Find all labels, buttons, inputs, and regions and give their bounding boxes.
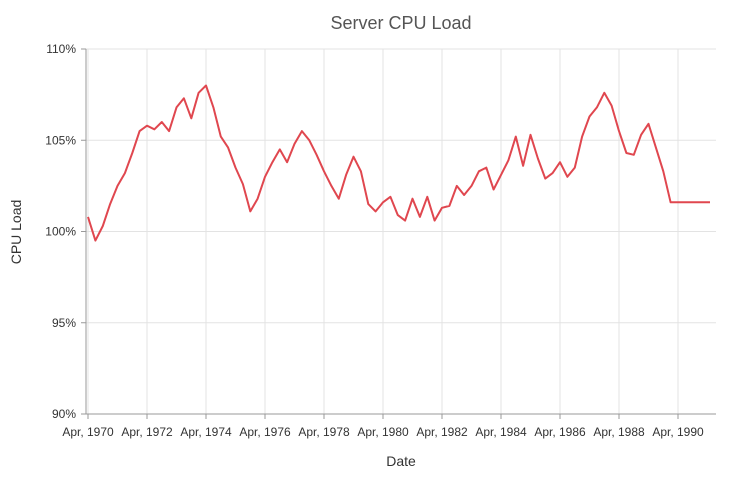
- y-tick-label: 110%: [46, 42, 76, 56]
- x-tick-label: Apr, 1990: [652, 425, 704, 439]
- tick-labels: 90% 95% 100% 105% 110% Apr, 1970 Apr, 1972 Apr,…: [45, 42, 704, 439]
- series-line: [87, 84, 710, 242]
- chart-title: Server CPU Load: [330, 13, 471, 33]
- x-tick-label: Apr, 1978: [298, 425, 350, 439]
- y-tick-label: 90%: [52, 407, 76, 421]
- x-tick-label: Apr, 1984: [475, 425, 527, 439]
- y-tick-label: 105%: [45, 133, 76, 147]
- x-tick-label: Apr, 1976: [239, 425, 291, 439]
- x-tick-label: Apr, 1982: [416, 425, 468, 439]
- x-axis-title: Date: [386, 453, 416, 469]
- grid: [86, 48, 716, 415]
- y-tick-label: 100%: [45, 225, 76, 239]
- y-tick-label: 95%: [52, 316, 76, 330]
- y-axis-title: CPU Load: [8, 200, 24, 265]
- x-tick-label: Apr, 1988: [593, 425, 645, 439]
- x-tick-label: Apr, 1972: [121, 425, 173, 439]
- axes: [81, 48, 716, 419]
- x-tick-label: Apr, 1986: [534, 425, 586, 439]
- x-tick-label: Apr, 1980: [357, 425, 409, 439]
- x-tick-label: Apr, 1974: [180, 425, 232, 439]
- series-layer: [87, 84, 710, 242]
- x-tick-label: Apr, 1970: [62, 425, 114, 439]
